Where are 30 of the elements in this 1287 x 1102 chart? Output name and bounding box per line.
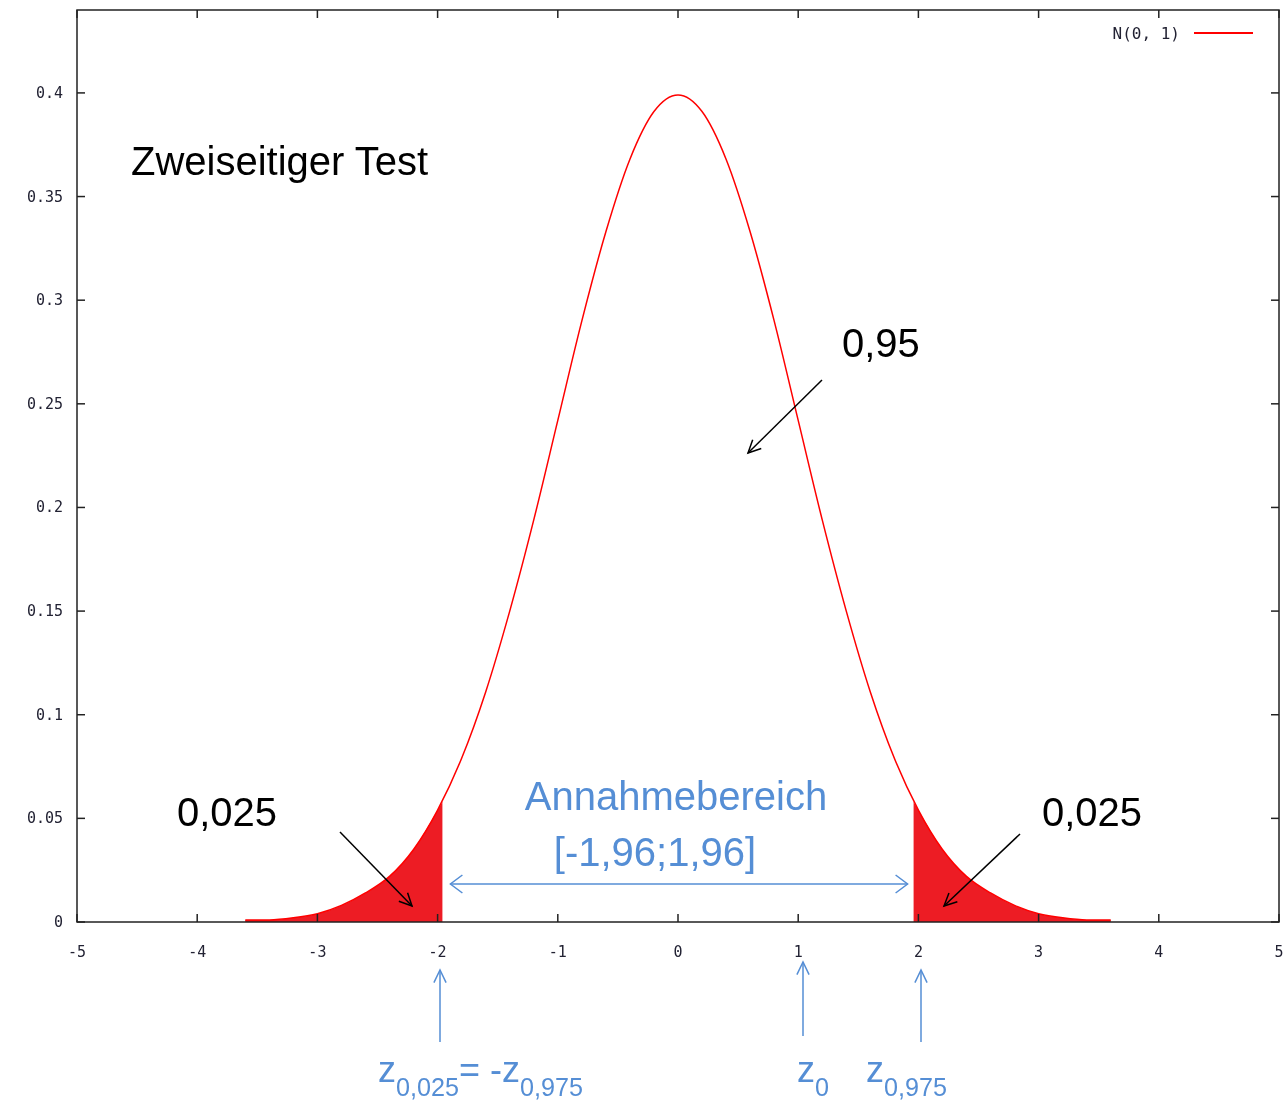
y-tick-label: 0.35 (26, 187, 63, 206)
x-tick-label: 5 (1274, 943, 1284, 961)
x-tick-label: -4 (188, 943, 207, 961)
y-tick-label: 0.1 (35, 705, 63, 724)
x-tick-label: 1 (793, 943, 803, 961)
x-tick-label: 2 (913, 943, 923, 961)
annotation: [-1,96;1,96] (553, 830, 757, 874)
annotation: 0,025 (1042, 790, 1143, 834)
y-tick-label: 0.05 (26, 809, 63, 828)
text: z$_{0,975}$ (866, 1049, 948, 1101)
legend-label: N(0, 1) (1112, 24, 1180, 43)
x-tick-label: 0 (673, 943, 683, 961)
y-tick-label: 0.4 (35, 83, 63, 102)
annotation: Annahmebereich (524, 774, 828, 818)
y-tick-label: 0.3 (35, 291, 63, 310)
x-tick-label: -1 (548, 943, 567, 961)
x-tick-label: -3 (308, 943, 327, 961)
x-tick-label: -5 (67, 943, 87, 961)
annotation: 0,025 (177, 790, 278, 834)
text: z$_{0}$ (797, 1049, 830, 1101)
text: z$_{0,025}$= -z$_{0,975}$ (378, 1049, 584, 1101)
y-tick-label: 0.25 (26, 394, 63, 413)
annotation: Zweiseitiger Test (131, 139, 429, 183)
y-tick-label: 0.15 (26, 602, 63, 621)
annotation: 0,95 (842, 321, 920, 365)
y-tick-label: 0 (53, 913, 63, 931)
x-tick-label: 3 (1034, 943, 1044, 961)
y-tick-label: 0.2 (35, 498, 63, 517)
x-tick-label: -2 (428, 943, 447, 961)
x-tick-label: 4 (1154, 943, 1164, 961)
